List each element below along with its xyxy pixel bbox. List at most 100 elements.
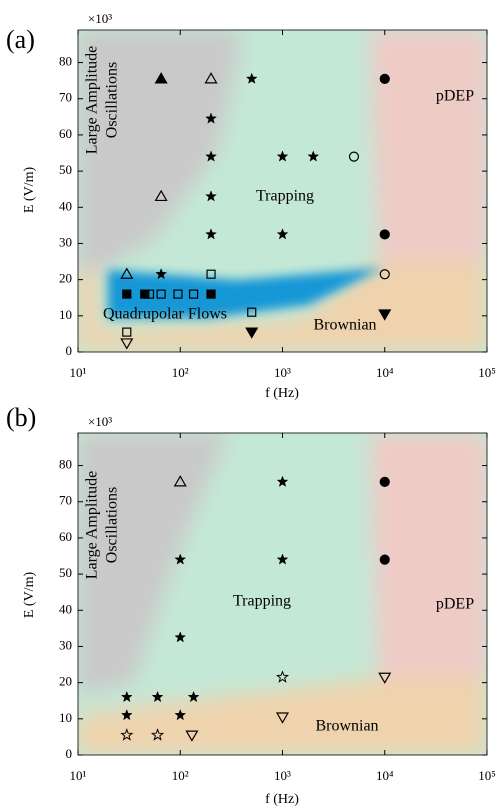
y-tick-label: 60 bbox=[59, 529, 72, 544]
y-tick-label: 20 bbox=[59, 271, 72, 286]
y-tick-label: 30 bbox=[59, 637, 72, 652]
marker bbox=[120, 728, 134, 741]
region bbox=[78, 678, 487, 755]
region-label: Oscillations bbox=[104, 62, 121, 138]
region-label: Large Amplitude bbox=[84, 46, 101, 155]
marker bbox=[140, 289, 150, 299]
marker bbox=[173, 475, 187, 487]
x-tick-label: 10⁵ bbox=[478, 768, 496, 783]
marker bbox=[379, 554, 390, 565]
marker bbox=[120, 708, 133, 721]
marker bbox=[378, 672, 392, 684]
y-tick-label: 80 bbox=[59, 54, 72, 69]
marker bbox=[174, 631, 187, 643]
y-tick-label: 60 bbox=[59, 126, 72, 141]
marker bbox=[156, 289, 166, 299]
marker bbox=[205, 190, 218, 202]
axis-multiplier: ×10³ bbox=[88, 11, 112, 26]
region bbox=[370, 30, 487, 262]
marker bbox=[245, 72, 258, 84]
marker bbox=[204, 72, 218, 84]
y-tick-label: 30 bbox=[59, 234, 72, 249]
marker bbox=[122, 327, 132, 337]
y-tick-label: 70 bbox=[59, 90, 72, 105]
marker bbox=[120, 338, 134, 350]
region bbox=[78, 262, 487, 352]
marker bbox=[174, 553, 187, 565]
marker bbox=[348, 151, 360, 162]
regions bbox=[78, 433, 487, 755]
x-tick-label: 10² bbox=[172, 768, 189, 783]
marker bbox=[206, 269, 216, 279]
marker bbox=[122, 289, 132, 299]
marker bbox=[247, 307, 257, 317]
region-label: pDEP bbox=[436, 88, 474, 105]
marker bbox=[276, 475, 289, 487]
panel-label: (a) bbox=[6, 25, 35, 54]
region-group bbox=[78, 30, 487, 352]
marker bbox=[379, 229, 390, 240]
region-label: Trapping bbox=[256, 188, 314, 205]
region-label: Trapping bbox=[233, 593, 291, 610]
flow-region bbox=[108, 268, 383, 318]
x-tick-label: 10¹ bbox=[70, 365, 87, 380]
marker bbox=[120, 690, 133, 703]
region-label: Quadrupolar Flows bbox=[103, 306, 227, 323]
marker bbox=[276, 553, 289, 565]
marker bbox=[378, 309, 392, 321]
region bbox=[370, 433, 487, 688]
y-tick-label: 50 bbox=[59, 162, 72, 177]
marker bbox=[205, 112, 217, 124]
x-axis-label: f (Hz) bbox=[265, 386, 299, 401]
marker bbox=[151, 690, 164, 703]
marker bbox=[275, 712, 290, 724]
region-group bbox=[78, 433, 487, 755]
marker bbox=[307, 150, 320, 162]
marker bbox=[173, 289, 183, 299]
y-tick-label: 20 bbox=[59, 674, 72, 689]
marker bbox=[188, 289, 199, 299]
marker bbox=[154, 189, 168, 202]
region-label: Brownian bbox=[315, 718, 378, 735]
x-tick-label: 10² bbox=[172, 365, 189, 380]
marker bbox=[276, 228, 289, 240]
y-axis-label: E (V/m) bbox=[22, 572, 37, 619]
marker bbox=[155, 267, 168, 280]
y-tick-label: 10 bbox=[59, 307, 72, 322]
marker bbox=[206, 289, 216, 299]
marker bbox=[379, 476, 390, 487]
x-tick-label: 10⁵ bbox=[478, 365, 496, 380]
x-tick-label: 10⁴ bbox=[376, 365, 394, 380]
marker bbox=[379, 269, 390, 280]
y-tick-label: 70 bbox=[59, 493, 72, 508]
x-tick-label: 10³ bbox=[274, 365, 291, 380]
y-tick-label: 40 bbox=[59, 198, 72, 213]
marker bbox=[275, 670, 290, 683]
y-tick-label: 0 bbox=[66, 343, 73, 358]
axis-multiplier: ×10³ bbox=[88, 414, 112, 429]
panel: 0 10 20 30 40 50 60 70 80 10¹ 10² 10³ 10⁴ 10⁵ (a) ×10³ E… bbox=[6, 11, 496, 401]
marker bbox=[245, 327, 259, 339]
region bbox=[78, 30, 243, 275]
marker bbox=[185, 730, 199, 742]
region-label: pDEP bbox=[436, 596, 474, 613]
y-axis-label: E (V/m) bbox=[22, 167, 37, 214]
marker bbox=[150, 728, 165, 741]
marker bbox=[205, 228, 217, 240]
marker bbox=[276, 150, 289, 162]
x-tick-label: 10⁴ bbox=[376, 768, 394, 783]
y-tick-label: 40 bbox=[59, 601, 72, 616]
y-tick-label: 50 bbox=[59, 565, 72, 580]
marker bbox=[205, 150, 218, 162]
y-tick-label: 80 bbox=[59, 457, 72, 472]
panel: 0 10 20 30 40 50 60 70 80 10¹ 10² 10³ 10⁴ 10⁵ (b) ×10³ E… bbox=[6, 403, 496, 807]
marker bbox=[379, 73, 390, 84]
panel-label: (b) bbox=[6, 403, 36, 432]
x-tick-label: 10³ bbox=[274, 768, 291, 783]
x-tick-label: 10¹ bbox=[70, 768, 87, 783]
y-tick-label: 10 bbox=[59, 710, 72, 725]
y-tick-label: 0 bbox=[66, 746, 73, 761]
marker bbox=[154, 72, 168, 84]
marker bbox=[174, 708, 187, 721]
